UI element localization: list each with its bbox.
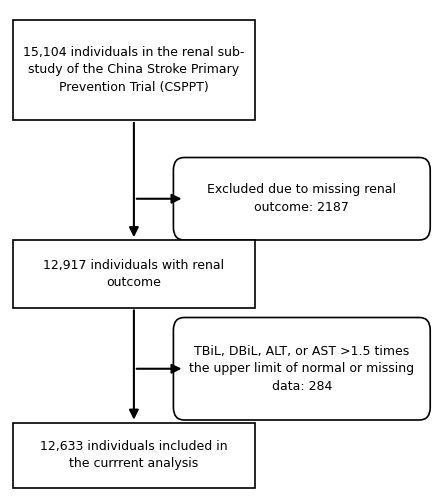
- FancyBboxPatch shape: [13, 422, 254, 488]
- FancyBboxPatch shape: [173, 158, 429, 240]
- Text: 12,633 individuals included in
the currrent analysis: 12,633 individuals included in the currr…: [40, 440, 227, 470]
- Text: TBiL, DBiL, ALT, or AST >1.5 times
the upper limit of normal or missing
data: 28: TBiL, DBiL, ALT, or AST >1.5 times the u…: [189, 345, 413, 393]
- FancyBboxPatch shape: [173, 318, 429, 420]
- Text: Excluded due to missing renal
outcome: 2187: Excluded due to missing renal outcome: 2…: [207, 184, 396, 214]
- FancyBboxPatch shape: [13, 20, 254, 120]
- Text: 12,917 individuals with renal
outcome: 12,917 individuals with renal outcome: [43, 258, 224, 289]
- Text: 15,104 individuals in the renal sub-
study of the China Stroke Primary
Preventio: 15,104 individuals in the renal sub- stu…: [23, 46, 244, 94]
- FancyBboxPatch shape: [13, 240, 254, 308]
